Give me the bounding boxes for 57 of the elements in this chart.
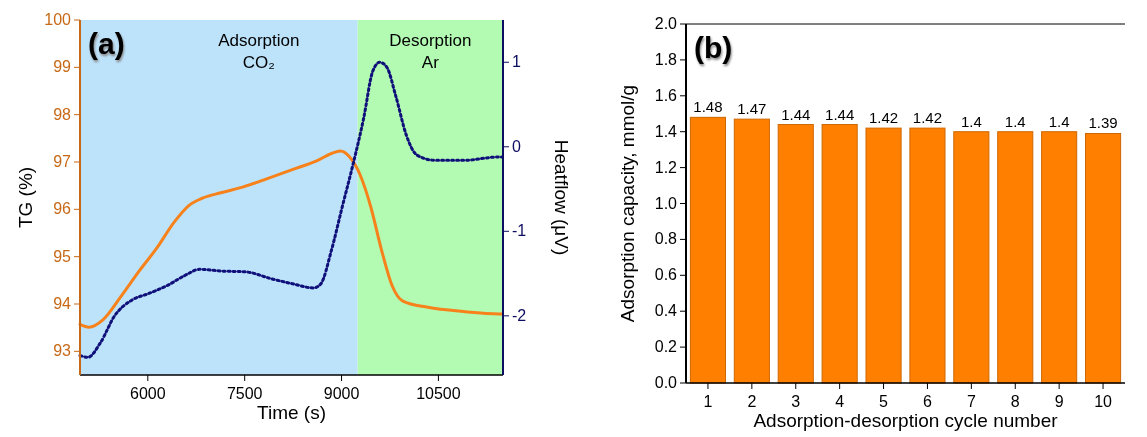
- line-series: [78, 149, 504, 329]
- data-label: 1.42: [912, 109, 943, 127]
- y-tick-label: 0.0: [654, 374, 678, 391]
- x-tick-label: 2: [747, 393, 757, 410]
- y-tick-label: 1.4: [654, 122, 678, 140]
- x-tick-label: 10: [1094, 393, 1113, 410]
- y-tick-label: 2.0: [654, 15, 678, 32]
- y2-tick-label: 1: [512, 53, 521, 71]
- x-tick-label: 4: [835, 393, 845, 410]
- x-tick-label: 5: [879, 393, 889, 410]
- data-label: 1.44: [781, 105, 811, 123]
- x-tick-label: 9: [1054, 393, 1064, 410]
- y2-tick-label: -1: [512, 222, 527, 240]
- x-tick-label: 3: [791, 393, 801, 410]
- y-tick-label: 97: [53, 153, 72, 170]
- data-label: 1.4: [1004, 112, 1026, 130]
- y-tick-label: 99: [53, 58, 72, 76]
- data-label: 1.42: [868, 109, 899, 127]
- data-label: 1.47: [737, 100, 767, 118]
- x-tick-label: 6000: [130, 385, 166, 402]
- data-label: 1.4: [1048, 112, 1070, 130]
- y-axis-title: Adsorption capacity, mmol/g: [617, 84, 638, 323]
- chart-title: (a): [88, 27, 125, 60]
- y-tick-label: 94: [53, 295, 72, 312]
- x-tick-label: 7500: [226, 385, 263, 402]
- y2-tick-label: 0: [512, 137, 521, 155]
- x-tick-label: 7: [966, 393, 976, 410]
- y2-axis-title: Heatflow (μV): [551, 139, 572, 256]
- y-tick-label: 0.6: [654, 266, 678, 284]
- data-label: 1.48: [693, 98, 723, 116]
- y-tick-label: 93: [53, 342, 72, 360]
- x-tick-label: 8: [1010, 393, 1020, 410]
- y2-tick-label: -2: [512, 306, 527, 324]
- band-label: Adsorption CO₂: [218, 31, 300, 72]
- data-label: 1.39: [1088, 114, 1118, 132]
- x-axis-title: Time (s): [257, 402, 326, 423]
- y-tick-label: 1.0: [654, 194, 678, 212]
- x-tick-label: 1: [703, 393, 713, 410]
- band-label: Desorption Ar: [389, 31, 472, 72]
- data-label: 1.44: [825, 105, 855, 123]
- data-label: 1.4: [960, 112, 982, 130]
- y-tick-label: 1.8: [654, 50, 678, 68]
- y-axis-title: TG (%): [15, 166, 36, 229]
- y-tick-label: 0.2: [654, 338, 678, 356]
- x-tick-label: 10500: [416, 385, 461, 402]
- x-tick-label: 6: [923, 393, 932, 410]
- y-tick-label: 0.8: [654, 230, 678, 248]
- y-tick-label: 95: [53, 247, 72, 265]
- x-tick-label: 9000: [323, 385, 360, 402]
- x-axis-title: Adsorption-desorption cycle number: [753, 410, 1059, 431]
- y-tick-label: 100: [44, 11, 72, 28]
- y-tick-label: 1.2: [654, 158, 678, 176]
- y-tick-label: 98: [53, 105, 72, 123]
- y-tick-label: 0.4: [654, 302, 678, 320]
- y-tick-label: 96: [53, 200, 72, 218]
- y-tick-label: 1.6: [654, 86, 678, 104]
- chart-title: (b): [694, 31, 733, 64]
